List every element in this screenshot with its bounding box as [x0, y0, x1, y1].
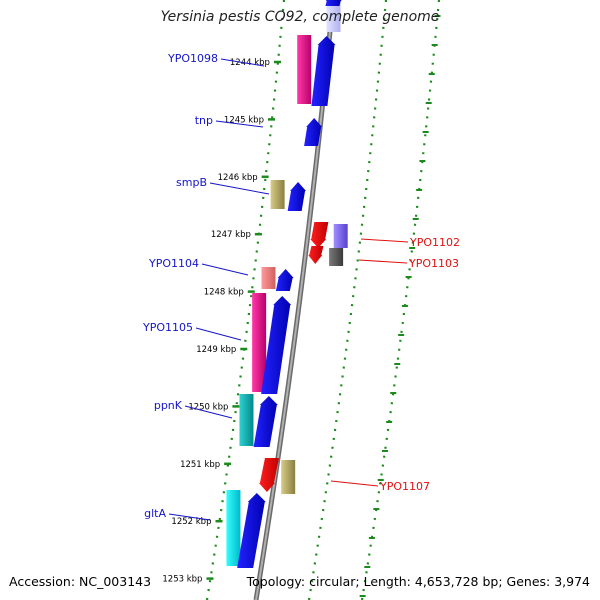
tick-label: 1245 kbp: [224, 115, 264, 125]
tick-label: 1247 kbp: [211, 230, 251, 240]
cds-ypo1098: [311, 36, 336, 106]
feature-ypo1098-pink: [297, 35, 312, 104]
tick-label: 1251 kbp: [180, 460, 220, 470]
gene-label: gltA: [144, 507, 166, 520]
cds-glta: [237, 493, 266, 568]
tick-label: 1249 kbp: [196, 345, 236, 355]
feature-smpb-olive: [270, 180, 285, 209]
tick-label: 1248 kbp: [204, 288, 244, 298]
gene-leader-line: [360, 238, 409, 243]
gene-leader-line: [215, 120, 264, 128]
gene-leader-line: [358, 259, 408, 264]
gene-label: ppnK: [154, 399, 183, 412]
gene-leader-line: [184, 405, 233, 419]
gene-leader-line: [209, 182, 270, 195]
cds-ypo1102-red-2: [308, 246, 324, 264]
genome-summary: Topology: circular; Length: 4,653,728 bp…: [246, 574, 590, 589]
gene-label: YPO1103: [408, 257, 459, 270]
gene-leader-line: [195, 327, 242, 341]
cds-ppnk: [253, 396, 278, 447]
feature-ypo1107-olive: [281, 460, 296, 494]
inner-dotted-track: [205, 0, 286, 600]
cds-ypo1104: [275, 269, 294, 291]
cds-ypo1102-red: [310, 222, 329, 248]
feature-glta-cyan: [226, 490, 241, 566]
gene-label: YPO1107: [379, 480, 430, 493]
feature-ppnk-teal: [239, 394, 254, 446]
gene-label: YPO1098: [167, 52, 218, 65]
tick-label: 1250 kbp: [188, 402, 228, 412]
gene-label: smpB: [176, 176, 207, 189]
cds-ypo1107-red: [258, 458, 279, 492]
gene-leader-line: [220, 58, 265, 67]
feature-ypo1103-grey: [329, 248, 344, 266]
outer-dotted-track: [307, 0, 388, 600]
tick-label: 1244 kbp: [230, 58, 270, 68]
outer-dotted-track-2: [360, 0, 441, 600]
tick-label: 1246 kbp: [218, 173, 258, 183]
gene-leader-line: [201, 263, 249, 276]
gene-label: tnp: [195, 114, 213, 127]
feature-ypo1102-purple: [333, 224, 348, 248]
feature-ypo1105-pink: [252, 293, 267, 392]
cds-smpb: [287, 182, 307, 211]
accession-label: Accession: NC_003143: [9, 574, 152, 589]
top-feature: [326, 0, 341, 32]
gene-leader-line: [330, 480, 379, 487]
map-title: Yersinia pestis CO92, complete genome: [160, 9, 440, 25]
tick-label: 1252 kbp: [171, 517, 211, 527]
tick-label: 1253 kbp: [162, 575, 202, 585]
gene-label: YPO1104: [148, 257, 199, 270]
feature-ypo1104-salmon: [261, 267, 276, 289]
gene-label: YPO1105: [142, 321, 193, 334]
cds-tnp: [304, 118, 323, 146]
top-cds-arrow: [325, 0, 342, 6]
cds-ypo1105: [261, 296, 292, 394]
gene-label: YPO1102: [409, 236, 460, 249]
gene-leader-line: [168, 513, 211, 521]
